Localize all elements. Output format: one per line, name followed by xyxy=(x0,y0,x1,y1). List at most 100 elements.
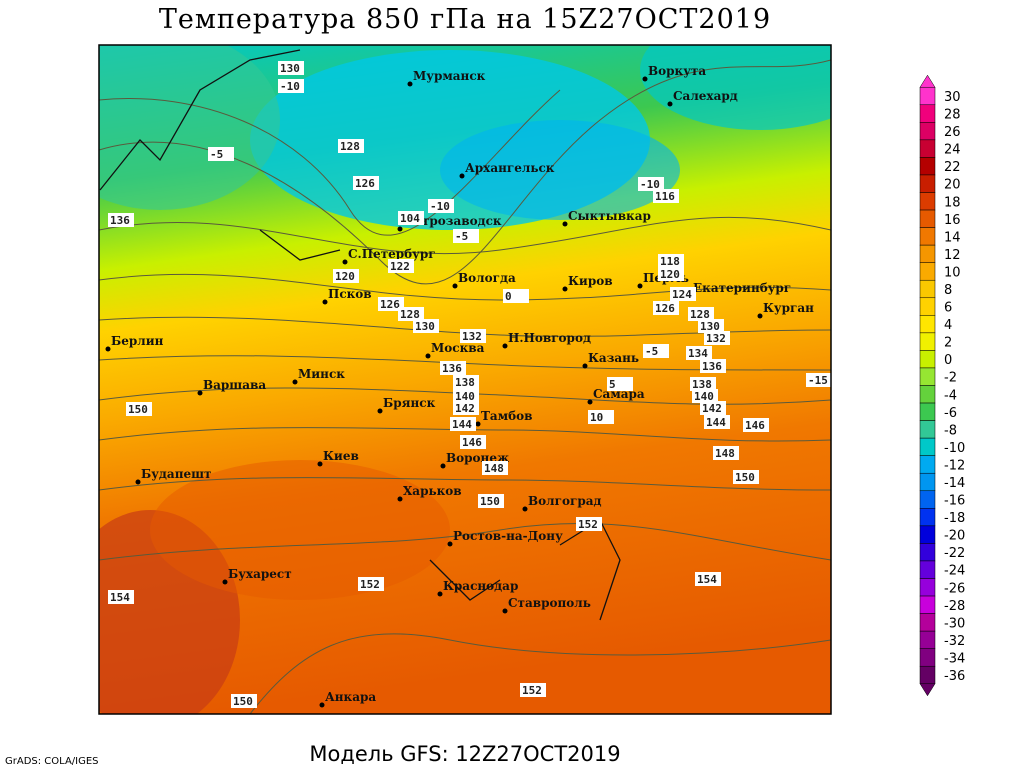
colorbar-swatch xyxy=(919,367,936,386)
colorbar-tick-label: 4 xyxy=(944,318,952,333)
contour-label-box xyxy=(388,259,414,273)
city-label: С.Петербург xyxy=(348,247,436,261)
map-title: Температура 850 гПа на 15Z27OCT2019 xyxy=(159,4,771,35)
contour-label: 128 xyxy=(400,308,420,321)
city-dot xyxy=(425,353,431,359)
city-dot xyxy=(319,702,325,708)
city-label: Варшава xyxy=(203,378,266,392)
contour-label: 104 xyxy=(400,212,420,225)
city-dot xyxy=(105,346,111,352)
contour-label: 116 xyxy=(655,190,675,203)
contour-label: 126 xyxy=(655,302,675,315)
contour-label-box xyxy=(653,189,679,203)
city-label: Анкара xyxy=(325,690,376,704)
contour-label-box xyxy=(704,331,730,345)
colorbar-swatch xyxy=(919,174,936,193)
city-dot xyxy=(447,541,453,547)
city-dot xyxy=(440,463,446,469)
city-dot xyxy=(452,283,458,289)
city-label: Ставрополь xyxy=(508,596,591,610)
contour-label-box xyxy=(806,373,831,387)
colorbar-swatch xyxy=(919,385,936,404)
colorbar-tick-label: -6 xyxy=(944,406,957,421)
city-label: Бухарест xyxy=(228,567,292,581)
contour-label: 138 xyxy=(455,376,475,389)
city-label: Псков xyxy=(328,287,372,301)
city-label: Мурманск xyxy=(413,69,486,83)
colorbar-swatch xyxy=(919,613,936,632)
contour-label: 148 xyxy=(715,447,735,460)
contour-label: 122 xyxy=(390,260,410,273)
contour-label-box xyxy=(231,694,257,708)
contour-label: 0 xyxy=(505,290,512,303)
map-area: Мурманск Воркута Салехард Архангельск Сыктыв… xyxy=(99,45,831,714)
colorbar-swatch xyxy=(919,244,936,263)
contour-label: 150 xyxy=(480,495,500,508)
city-dot xyxy=(522,506,528,512)
contour-label: 10 xyxy=(590,411,603,424)
contour-label: 126 xyxy=(380,298,400,311)
colorbar-tick-label: -32 xyxy=(944,634,965,649)
contour-label: 5 xyxy=(609,378,616,391)
contour-label: 144 xyxy=(706,416,726,429)
colorbar-swatch xyxy=(919,315,936,334)
colorbar-swatch xyxy=(919,279,936,299)
contour-label: 136 xyxy=(442,362,462,375)
colorbar-tick-label: -18 xyxy=(944,511,965,526)
contour-label: -10 xyxy=(280,80,300,93)
colorbar-top-tip xyxy=(919,74,936,88)
city-dot xyxy=(582,363,588,369)
colorbar-swatch xyxy=(919,157,936,176)
contour-label: -15 xyxy=(808,374,828,387)
colorbar-tick-label: 0 xyxy=(944,353,952,368)
contour-label-box xyxy=(428,199,454,213)
city-dot xyxy=(397,226,403,232)
contour-label: 136 xyxy=(110,214,130,227)
colorbar-tick-label: 12 xyxy=(944,248,961,263)
contour-label-box xyxy=(353,176,379,190)
city-label: Сыктывкар xyxy=(568,209,651,223)
city-dot xyxy=(459,173,465,179)
contour-label-box xyxy=(108,213,134,227)
contour-label-box xyxy=(733,470,759,484)
contour-label-box xyxy=(695,572,721,586)
cool-area xyxy=(99,45,280,210)
colorbar-swatch xyxy=(919,665,936,685)
contour-label-box xyxy=(278,61,304,75)
contour-label-box xyxy=(333,269,359,283)
colorbar-tick-label: 22 xyxy=(944,160,961,175)
contour-label-box xyxy=(704,415,730,429)
contour-label-box xyxy=(478,494,504,508)
colorbar-tick-label: -16 xyxy=(944,494,965,509)
colorbar-tick-label: -14 xyxy=(944,476,965,491)
colorbar-swatch xyxy=(919,490,936,509)
contour-label-box xyxy=(453,389,479,403)
colorbar-swatch xyxy=(919,297,936,316)
colorbar-swatch xyxy=(919,122,936,141)
contour-label-box xyxy=(278,79,304,93)
contour-label: 136 xyxy=(702,360,722,373)
contour-label: 130 xyxy=(415,320,435,333)
colorbar-swatch xyxy=(919,578,936,597)
colorbar-tick-label: -34 xyxy=(944,651,965,666)
colorbar-swatch xyxy=(919,648,936,667)
colorbar-tick-label: 26 xyxy=(944,125,961,140)
contour-label: 130 xyxy=(700,320,720,333)
contour-label-box xyxy=(588,410,614,424)
city-dot xyxy=(642,76,648,82)
city-label: Киров xyxy=(568,274,613,288)
contour-label: -5 xyxy=(455,230,468,243)
contour-label: 130 xyxy=(280,62,300,75)
colorbar-tick-label: 28 xyxy=(944,108,961,123)
contour-label: -5 xyxy=(210,148,223,161)
contour-label-box xyxy=(338,139,364,153)
contour-label-box xyxy=(453,375,479,389)
colorbar-swatch xyxy=(919,332,936,351)
colorbar-tick-label: -22 xyxy=(944,546,965,561)
contour-label-box xyxy=(653,301,679,315)
colorbar-swatch xyxy=(919,455,936,474)
colorbar-swatch xyxy=(919,508,936,527)
colorbar-swatch xyxy=(919,192,936,211)
contour-label-box xyxy=(126,402,152,416)
colorbar-swatch xyxy=(919,262,936,281)
